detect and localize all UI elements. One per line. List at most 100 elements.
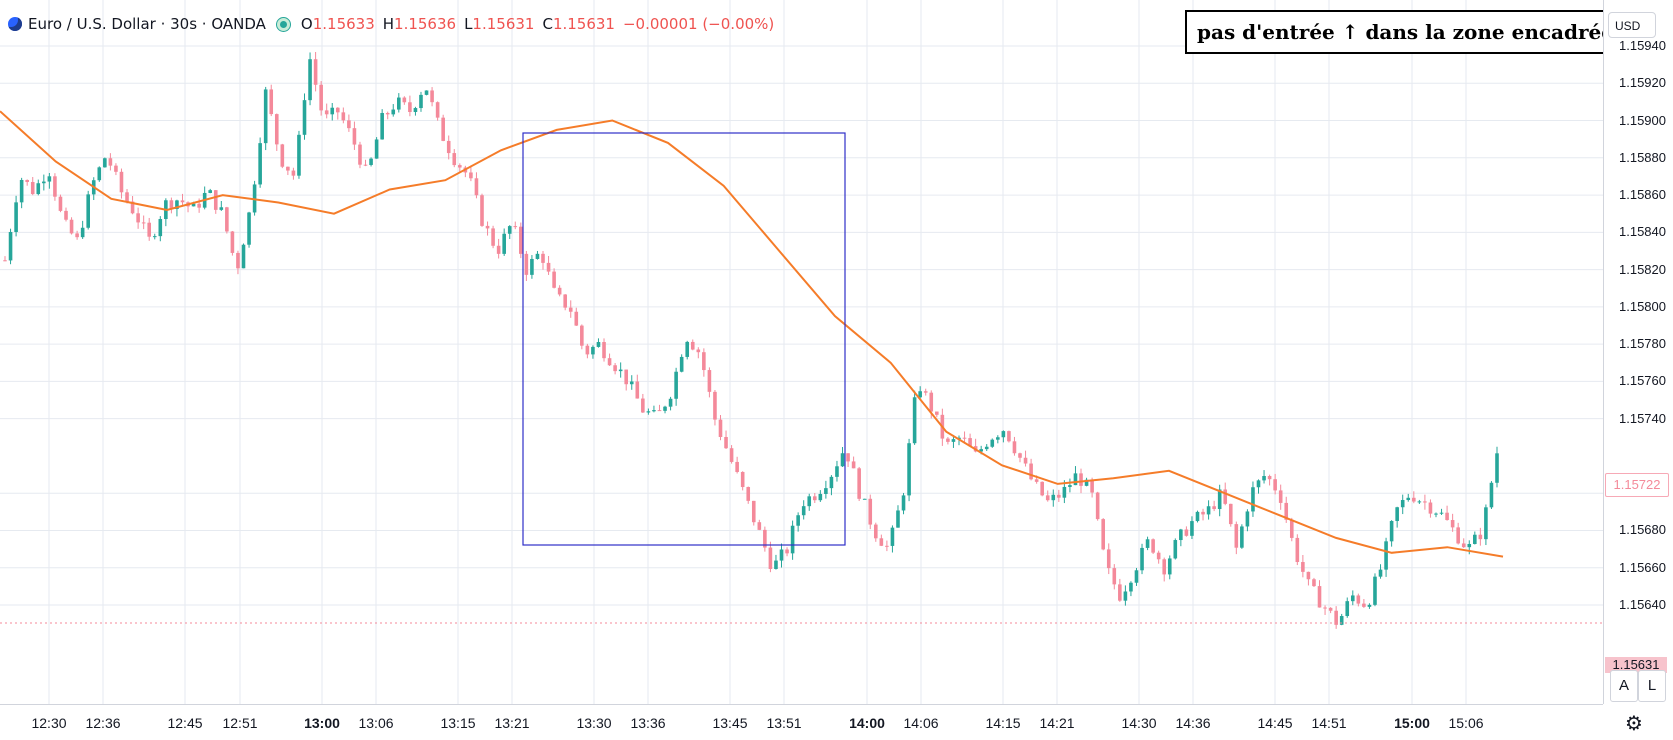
candle-body [618, 369, 623, 372]
candle-body [1495, 453, 1499, 483]
annotation-text-box[interactable]: pas d'entrée ↑ dans la zone encadrée [1185, 10, 1626, 54]
candle-body [607, 358, 612, 366]
candle-body [1240, 526, 1244, 548]
candle-body [652, 410, 656, 412]
candle-body [912, 397, 917, 444]
price-scale[interactable]: 1.15940 1.15920 1.15900 1.15880 1.15860 1.158… [1603, 0, 1673, 704]
ohlc-high-value: 1.15636 [394, 15, 457, 33]
time-tick-label: 15:06 [1448, 715, 1484, 731]
candle-body [1400, 500, 1405, 508]
candle-body [1384, 541, 1388, 570]
candle-body [86, 194, 90, 228]
candle-body [1062, 486, 1067, 498]
candle-body [646, 411, 651, 413]
candle-body [108, 158, 113, 166]
price-tick-label: 1.15940 [1619, 38, 1666, 53]
price-tick-label: 1.15640 [1619, 597, 1666, 612]
candle-body [1123, 591, 1128, 601]
candle-body [169, 200, 174, 210]
candle-body [1068, 485, 1072, 487]
candle-body [435, 102, 440, 118]
price-tick-label: 1.15740 [1619, 410, 1666, 426]
candle-body [380, 112, 384, 140]
candle-body [1095, 492, 1100, 520]
time-tick-label: 14:30 [1121, 715, 1157, 731]
price-tick-label: 1.15860 [1619, 187, 1666, 203]
candle-body [369, 158, 373, 165]
price-chart[interactable] [0, 0, 1603, 704]
candle-body [679, 356, 684, 372]
candle-body [1073, 473, 1078, 486]
candle-body [530, 258, 534, 275]
symbol-title[interactable]: Euro / U.S. Dollar · 30s · OANDA [28, 15, 266, 33]
candle-body [1212, 506, 1216, 510]
candle-body [574, 311, 579, 326]
framed-zone-rectangle[interactable] [522, 132, 846, 546]
current-price-label: 1.15722 [1605, 473, 1669, 497]
auto-scale-button[interactable]: A [1610, 670, 1638, 702]
candle-body [258, 143, 262, 185]
candle-body [829, 476, 834, 489]
candle-body [1223, 489, 1228, 504]
candle-body [968, 438, 972, 447]
candle-body [119, 171, 124, 193]
time-tick-label: 13:21 [494, 715, 530, 731]
candle-body [840, 453, 845, 467]
candle-body [1084, 479, 1089, 486]
candle-body [53, 176, 57, 197]
candle-body [1156, 552, 1161, 560]
candle-body [225, 207, 229, 232]
price-tick-label: 1.15820 [1619, 261, 1666, 277]
candle-body [812, 496, 817, 501]
candle-body [690, 341, 695, 350]
candle-body [602, 342, 606, 359]
candle-body [641, 398, 645, 413]
candle-body [1234, 524, 1239, 548]
candle-body [1467, 543, 1472, 548]
price-tick-label: 1.15800 [1619, 298, 1666, 314]
candle-body [685, 341, 690, 357]
candle-body [485, 225, 490, 229]
currency-selector-button[interactable]: USD [1608, 12, 1656, 38]
candle-body [1273, 479, 1277, 491]
candle-body [491, 228, 495, 246]
time-axis[interactable]: 12:30 12:36 12:45 12:51 13:00 13:06 13:15 13:21… [0, 704, 1603, 740]
chart-pane[interactable] [0, 0, 1603, 704]
settings-gear-icon[interactable]: ⚙ [1625, 711, 1643, 735]
candle-body [419, 94, 423, 109]
candle-body [613, 365, 617, 372]
candle-body [1007, 431, 1011, 442]
moving-average-line [0, 110, 1504, 558]
candle-body [796, 515, 800, 526]
candle-body [1378, 569, 1383, 577]
candle-body [14, 202, 18, 232]
candle-body [1328, 607, 1333, 611]
candle-body [64, 210, 68, 220]
candle-body [513, 226, 518, 228]
candle-body [36, 183, 41, 195]
symbol-legend: Euro / U.S. Dollar · 30s · OANDA O 1.1563… [8, 12, 782, 36]
candle-body [125, 192, 129, 202]
candle-body [1334, 610, 1338, 625]
candle-body [1090, 479, 1094, 493]
candle-body [541, 253, 545, 263]
candle-body [724, 436, 728, 449]
candle-body [97, 167, 102, 181]
candle-body [1373, 576, 1377, 605]
candle-body [1190, 521, 1194, 536]
time-tick-label: 14:45 [1257, 715, 1293, 731]
candle-body [1001, 431, 1006, 438]
time-tick-label: 13:51 [766, 715, 802, 731]
log-scale-button[interactable]: L [1638, 670, 1666, 702]
price-tick-label: 1.15780 [1619, 336, 1666, 352]
candle-body [297, 134, 301, 176]
candle-body [308, 59, 312, 101]
candle-body [790, 525, 795, 554]
candle-body [30, 182, 35, 195]
candle-body [1045, 495, 1050, 501]
time-tick-label: 14:21 [1039, 715, 1075, 731]
candle-body [929, 392, 934, 412]
candle-body [1034, 479, 1039, 482]
candle-body [801, 506, 806, 516]
candle-body [873, 524, 878, 539]
